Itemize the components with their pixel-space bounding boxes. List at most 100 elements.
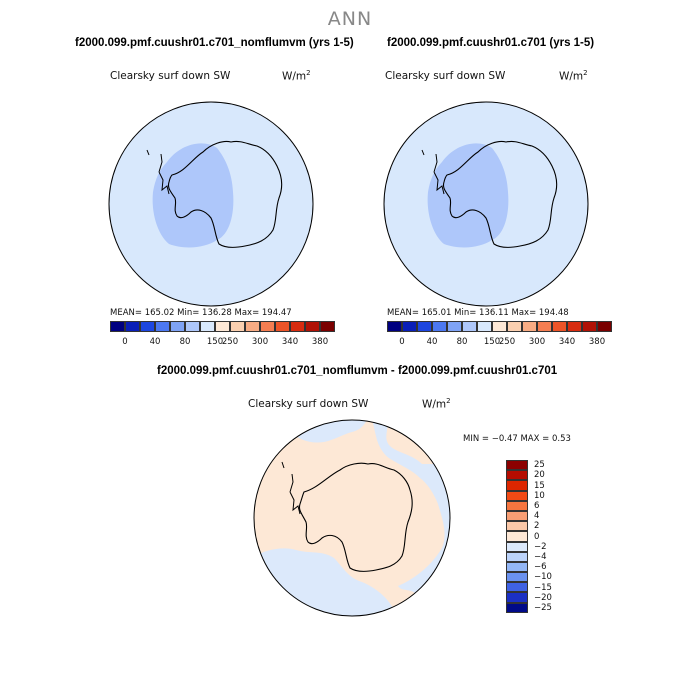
- colorbar-cell: [506, 500, 528, 511]
- colorbar-tick-label: 300: [528, 337, 546, 347]
- colorbar-tick-label: 0: [122, 337, 128, 347]
- colorbar-cell: [552, 321, 567, 332]
- panel-1-antarctica-coastline: [167, 140, 283, 248]
- colorbar-tick-label: 10: [534, 490, 545, 501]
- colorbar-cell: [155, 321, 170, 332]
- colorbar-tick-label: 80: [179, 337, 191, 347]
- colorbar-cell: [506, 541, 528, 552]
- colorbar-tick-label: 300: [251, 337, 269, 347]
- diff-title: f2000.099.pmf.cuushr01.c701_nomflumvm - …: [157, 365, 558, 377]
- colorbar-cell: [506, 561, 528, 573]
- colorbar-cell: [506, 592, 528, 603]
- colorbar-cell: [507, 321, 522, 332]
- colorbar-tick-label: −2: [534, 541, 547, 552]
- colorbar-cell: [432, 321, 447, 332]
- colorbar-cell: [506, 480, 528, 491]
- panel-1-colorbar: [110, 321, 335, 332]
- diff-antarctica-coastline: [298, 462, 413, 572]
- colorbar-tick-label: 380: [588, 337, 606, 347]
- panel-2-peninsula: [421, 149, 445, 195]
- colorbar-cell: [597, 321, 612, 332]
- colorbar-tick-label: 150: [483, 337, 501, 347]
- diff-colorbar: [506, 460, 528, 613]
- colorbar-cell: [506, 582, 528, 593]
- colorbar-tick-label: 340: [281, 337, 299, 347]
- colorbar-cell: [506, 510, 528, 522]
- colorbar-tick-label: 340: [558, 337, 576, 347]
- colorbar-cell: [506, 531, 528, 542]
- colorbar-tick-label: 40: [149, 337, 161, 347]
- colorbar-cell: [170, 321, 185, 332]
- colorbar-tick-label: 6: [534, 500, 540, 511]
- panel-2-antarctica-coastline: [442, 140, 558, 248]
- diff-map-border: [253, 419, 451, 617]
- colorbar-cell: [275, 321, 290, 332]
- diff-peninsula: [281, 461, 301, 515]
- colorbar-cell: [402, 321, 417, 332]
- panel-2-west-antarctica-field: [427, 143, 509, 248]
- season-title: ANN: [327, 8, 373, 30]
- colorbar-tick-label: 80: [456, 337, 468, 347]
- colorbar-tick-label: 20: [534, 470, 545, 481]
- colorbar-cell: [506, 572, 528, 583]
- colorbar-cell: [185, 321, 200, 332]
- panel-1-stats: MEAN= 165.02 Min= 136.28 Max= 194.47: [110, 308, 292, 318]
- diff-colorbar-labels: 25 20 15 10 6 4 2 0 −2 −4 −6 −10 −15 −20 −25: [534, 460, 564, 620]
- colorbar-cell: [582, 321, 597, 332]
- colorbar-cell: [245, 321, 260, 332]
- diff-minmax: MIN = −0.47 MAX = 0.53: [463, 434, 571, 444]
- colorbar-cell: [506, 551, 528, 562]
- panel-1-units: W/m2: [282, 69, 311, 83]
- colorbar-tick-label: 0: [534, 531, 540, 542]
- panel-2-map: [383, 101, 589, 307]
- panel-1-map: [108, 101, 314, 307]
- colorbar-cell: [125, 321, 140, 332]
- colorbar-cell: [506, 470, 528, 481]
- colorbar-cell: [567, 321, 582, 332]
- diff-units: W/m2: [422, 397, 451, 411]
- panel-2-title: f2000.099.pmf.cuushr01.c701 (yrs 1-5): [387, 37, 595, 49]
- colorbar-tick-label: 2: [534, 521, 540, 532]
- colorbar-tick-label: 250: [221, 337, 239, 347]
- colorbar-tick-label: 250: [498, 337, 516, 347]
- colorbar-tick-label: −6: [534, 562, 547, 573]
- panel-1-map-border: [108, 101, 314, 307]
- colorbar-tick-label: −4: [534, 551, 547, 562]
- colorbar-cell: [506, 521, 528, 532]
- colorbar-cell: [290, 321, 305, 332]
- colorbar-cell: [230, 321, 245, 332]
- colorbar-tick-label: 40: [426, 337, 438, 347]
- diff-field-label: Clearsky surf down SW: [248, 398, 369, 410]
- colorbar-cell: [260, 321, 275, 332]
- colorbar-cell: [320, 321, 335, 332]
- colorbar-cell: [387, 321, 402, 332]
- colorbar-cell: [477, 321, 492, 332]
- colorbar-cell: [215, 321, 230, 332]
- colorbar-tick-label: 15: [534, 480, 545, 491]
- panel-2-units: W/m2: [559, 69, 588, 83]
- colorbar-tick-label: 150: [206, 337, 224, 347]
- colorbar-cell: [305, 321, 320, 332]
- colorbar-tick-label: −25: [534, 602, 552, 613]
- colorbar-tick-label: 0: [399, 337, 405, 347]
- colorbar-tick-label: 25: [534, 460, 545, 471]
- colorbar-cell: [492, 321, 507, 332]
- colorbar-cell: [462, 321, 477, 332]
- diff-map: [253, 419, 451, 617]
- colorbar-cell: [417, 321, 432, 332]
- colorbar-cell: [110, 321, 125, 332]
- colorbar-cell: [537, 321, 552, 332]
- colorbar-cell: [447, 321, 462, 332]
- colorbar-cell: [506, 460, 528, 471]
- colorbar-cell: [200, 321, 215, 332]
- panel-1-title: f2000.099.pmf.cuushr01.c701_nomflumvm (y…: [75, 37, 354, 49]
- colorbar-cell: [506, 490, 528, 501]
- panel-2-field-label: Clearsky surf down SW: [385, 70, 506, 82]
- colorbar-cell: [140, 321, 155, 332]
- panel-1-peninsula: [146, 149, 170, 195]
- panel-2-colorbar: [387, 321, 612, 332]
- panel-1-colorbar-labels: 0 40 80 150 250 300 340 380: [110, 337, 335, 349]
- colorbar-cell: [506, 602, 528, 613]
- panel-2-stats: MEAN= 165.01 Min= 136.11 Max= 194.48: [387, 308, 569, 318]
- colorbar-tick-label: −15: [534, 582, 552, 593]
